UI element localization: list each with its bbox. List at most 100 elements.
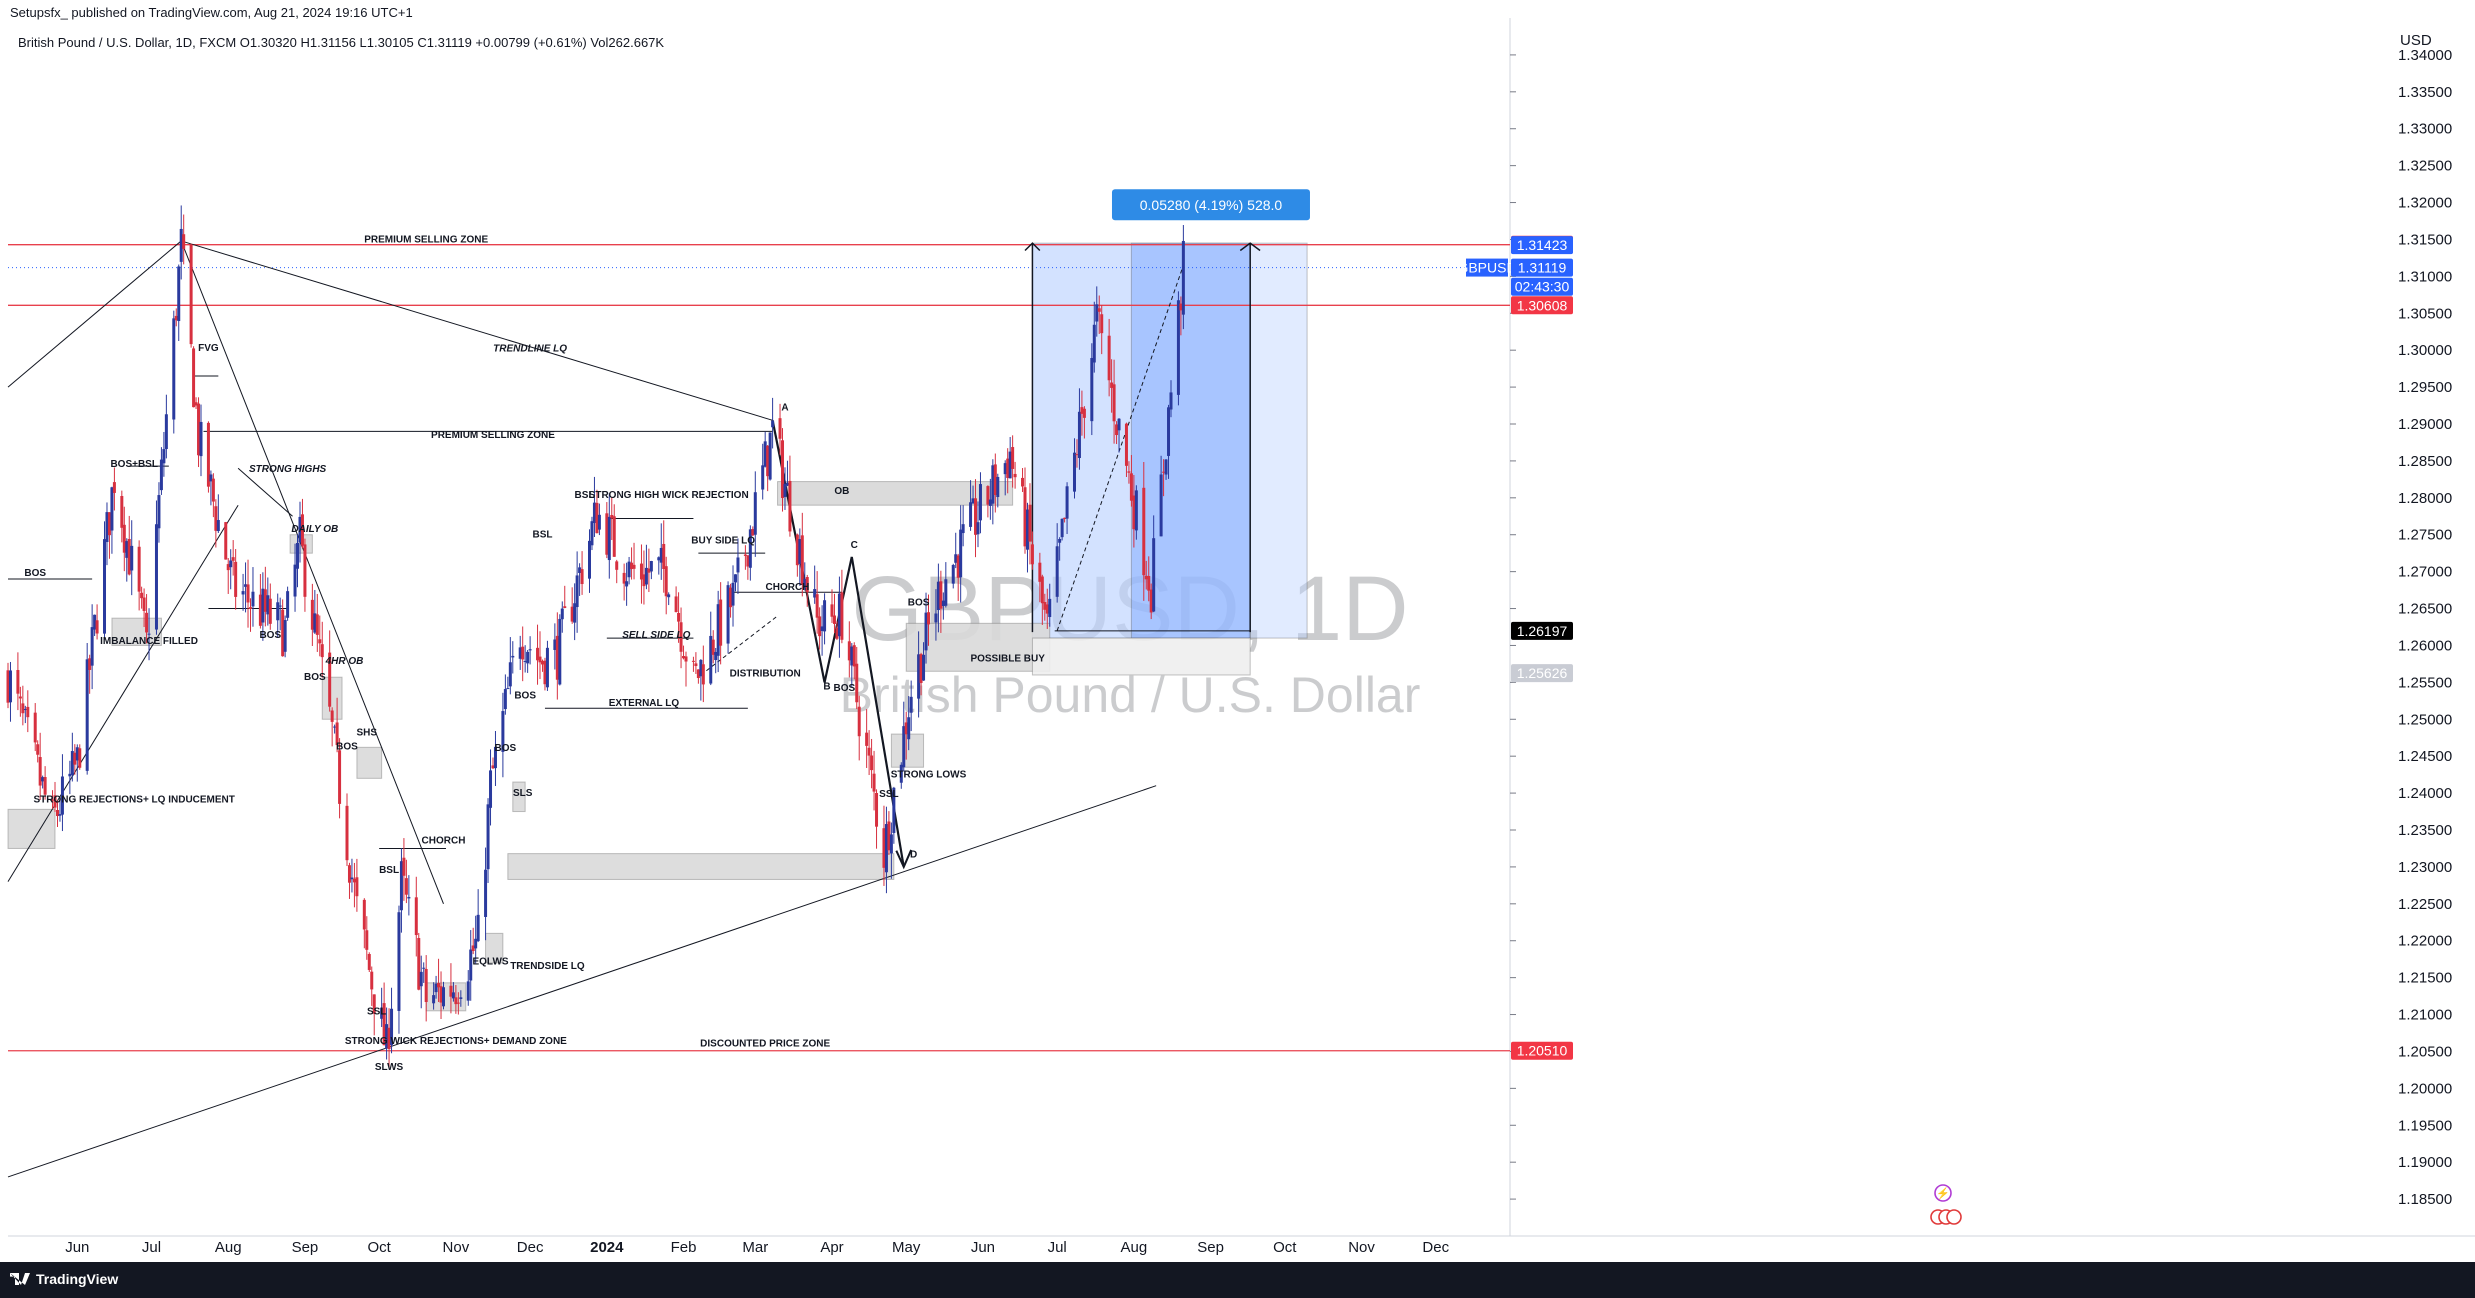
candle-body (575, 575, 579, 608)
candle-body (1176, 300, 1180, 395)
candle-body (612, 516, 616, 557)
long-position-target-zone (1130, 242, 1251, 639)
candle-body (1124, 423, 1128, 466)
candle-body (268, 598, 272, 624)
chart-annotation: BOS (336, 742, 358, 753)
chart-annotation: STRONG HIGH WICK REJECTION (589, 490, 749, 501)
candle-body (729, 587, 733, 608)
candle-body (33, 712, 37, 743)
candles (6, 205, 1185, 1069)
candle-body (823, 600, 827, 632)
flag-icon[interactable] (1946, 1209, 1962, 1225)
candle-body (993, 464, 997, 496)
chart-annotation: PREMIUM SELLING ZONE (364, 234, 488, 245)
trendline-upper-left (7, 240, 182, 388)
candle-body (130, 545, 134, 571)
candle-body (605, 513, 609, 555)
time-tick-label: Mar (742, 1239, 768, 1256)
candle-body (699, 659, 703, 677)
long-position-extension-zone (1249, 242, 1308, 639)
candle-body (493, 746, 497, 769)
candle-body (36, 744, 40, 755)
price-tick-label: 1.26000 (2398, 637, 2452, 654)
candle-body (578, 567, 582, 573)
candle-body (293, 564, 297, 597)
candle-body (587, 540, 591, 579)
time-tick-label: Aug (1121, 1239, 1148, 1256)
candle-body (837, 593, 841, 637)
candle-body (956, 555, 960, 578)
trendside-lq-line (7, 785, 1157, 1178)
tradingview-logo[interactable]: TradingView (10, 1271, 118, 1287)
candle-body (1065, 486, 1069, 519)
candle-body (70, 751, 74, 775)
price-tick-label: 1.29500 (2398, 379, 2452, 396)
price-tag: 1.31119 (1518, 260, 1567, 276)
candle-body (404, 878, 408, 895)
price-tick-label: 1.23000 (2398, 859, 2452, 876)
candle-body (474, 938, 478, 949)
time-tick-label: Feb (671, 1239, 697, 1256)
candle-body (229, 560, 233, 568)
candle-body (503, 689, 507, 710)
candle-body (835, 627, 839, 639)
candle-body (847, 641, 851, 661)
candle-body (1117, 418, 1121, 431)
measure-label: 0.05280 (4.19%) 528.0 (1140, 197, 1283, 213)
candle-body (1144, 575, 1148, 580)
price-tick-label: 1.31500 (2398, 231, 2452, 248)
chart-annotation: B (823, 682, 830, 693)
candle-body (1181, 240, 1185, 315)
candle-body (902, 726, 906, 768)
candle-body (43, 777, 47, 795)
candle-body (1110, 382, 1114, 388)
symbol-tag-box (1466, 258, 1508, 277)
candle-body (939, 581, 943, 609)
candle-body (696, 669, 700, 679)
price-chart[interactable]: GBPUSD, 1D British Pound / U.S. Dollar P… (0, 0, 2475, 1262)
chart-annotation: POSSIBLE BUY (970, 654, 1045, 665)
candle-body (1159, 474, 1163, 537)
candle-body (216, 520, 220, 532)
candle-body (536, 647, 540, 661)
candle-body (1090, 358, 1094, 422)
candle-body (615, 561, 619, 570)
candle-body (182, 234, 186, 249)
candle-body (1092, 324, 1096, 363)
arrow-head-up (1239, 242, 1261, 252)
flash-icon[interactable] (1934, 1184, 1952, 1202)
candle-body (1028, 504, 1032, 542)
candle-body (347, 865, 351, 883)
candle-body (370, 971, 374, 990)
candle-body (23, 709, 27, 711)
price-tick-label: 1.24500 (2398, 748, 2452, 765)
candle-body (855, 663, 859, 703)
candle-body (328, 652, 332, 707)
candle-body (244, 584, 248, 587)
candle-body (281, 609, 285, 657)
candle-body (610, 514, 614, 519)
candle-body (206, 422, 210, 487)
candle-body (434, 983, 438, 993)
price-tick-label: 1.25000 (2398, 711, 2452, 728)
candle-body (1077, 411, 1081, 459)
time-tick-label: 2024 (590, 1239, 624, 1256)
candle-body (518, 647, 522, 659)
price-tag: 1.26197 (1517, 623, 1568, 639)
price-tick-label: 1.18500 (2398, 1191, 2452, 1208)
chart-annotation: CHORCH (422, 835, 466, 846)
candle-body (580, 569, 584, 585)
chart-annotation: OB (834, 486, 849, 497)
candle-body (367, 954, 371, 970)
price-tick-label: 1.32500 (2398, 158, 2452, 175)
candle-body (563, 606, 567, 608)
chart-annotation: IMBALANCE FILLED (100, 636, 198, 647)
price-tick-label: 1.25500 (2398, 674, 2452, 691)
candle-body (771, 420, 775, 428)
candle-body (78, 748, 82, 768)
candle-body (1011, 447, 1015, 469)
candle-body (107, 512, 111, 536)
candle-body (1030, 544, 1034, 565)
price-tick-label: 1.33500 (2398, 84, 2452, 101)
candle-body (573, 603, 577, 623)
